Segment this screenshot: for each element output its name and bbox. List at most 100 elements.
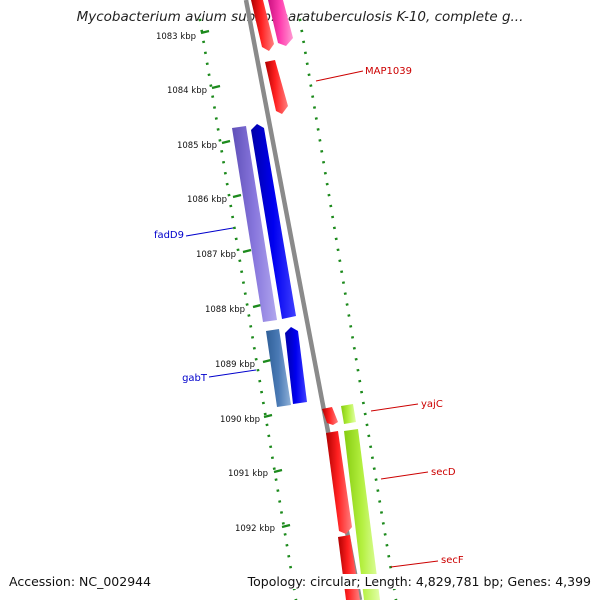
minor-tick — [340, 270, 344, 274]
kbp-tick-mark — [242, 248, 252, 254]
gene-label-map1039[interactable]: MAP1039 — [365, 66, 412, 77]
minor-tick — [323, 171, 327, 175]
fadd9-gene-arrow — [251, 124, 296, 319]
minor-tick — [207, 73, 211, 77]
minor-tick — [240, 270, 244, 274]
minor-tick — [281, 522, 285, 525]
minor-tick — [232, 226, 236, 230]
kbp-tick-mark — [211, 84, 221, 90]
minor-tick — [214, 117, 218, 120]
kbp-tick-mark — [200, 29, 210, 35]
minor-tick — [302, 40, 306, 44]
gene-label-secf[interactable]: secF — [441, 555, 464, 566]
tick-tracks — [198, 18, 398, 600]
minor-tick — [298, 18, 302, 22]
gene-labels: MAP1039 fadD9 gabT yajC secD secF — [154, 66, 464, 568]
minor-tick — [347, 314, 351, 317]
minor-tick — [287, 554, 291, 558]
minor-tick — [245, 303, 249, 306]
kbp-tick-label: 1084 kbp — [167, 86, 207, 96]
minor-tick — [303, 51, 307, 55]
minor-tick — [218, 139, 222, 142]
gene-arrow — [268, 0, 293, 46]
minor-tick — [209, 84, 213, 88]
map1039-gene-arrow — [265, 60, 288, 114]
minor-tick — [325, 182, 329, 186]
secd-gene-block — [344, 429, 380, 600]
minor-tick — [249, 325, 253, 328]
minor-tick — [367, 434, 371, 438]
minor-tick — [241, 281, 246, 285]
minor-tick — [203, 51, 207, 55]
secf-gene-arrow — [338, 535, 360, 600]
minor-tick — [256, 368, 260, 372]
gene-label-gabt[interactable]: gabT — [182, 373, 208, 384]
minor-tick — [285, 543, 289, 547]
minor-tick — [231, 215, 235, 219]
minor-tick — [343, 292, 347, 295]
kbp-tick-mark — [263, 413, 273, 419]
minor-tick — [258, 379, 262, 383]
yajc-gene-block — [341, 404, 356, 424]
minor-tick — [374, 478, 378, 481]
minor-tick — [270, 456, 275, 460]
kbp-tick-label: 1088 kbp — [205, 305, 245, 315]
minor-tick — [385, 543, 389, 547]
minor-tick — [341, 281, 346, 285]
minor-tick — [269, 445, 273, 449]
minor-tick — [338, 259, 342, 263]
minor-tick — [336, 248, 340, 252]
gene-label-secd[interactable]: secD — [431, 467, 456, 478]
kbp-tick-label: 1089 kbp — [215, 360, 255, 370]
minor-tick — [331, 215, 335, 219]
minor-tick — [332, 226, 336, 230]
minor-tick — [243, 292, 247, 295]
minor-tick — [263, 412, 267, 416]
minor-tick — [223, 171, 227, 175]
minor-tick — [334, 237, 338, 241]
kbp-tick-mark — [281, 523, 291, 529]
minor-tick — [356, 368, 360, 372]
minor-tick — [329, 204, 333, 208]
minor-tick — [254, 357, 258, 361]
minor-tick — [327, 193, 331, 197]
minor-tick — [205, 62, 209, 66]
genome-summary-text: Topology: circular; Length: 4,829,781 bp… — [243, 574, 591, 589]
gene-label-yajc[interactable]: yajC — [421, 399, 443, 410]
minor-tick — [250, 335, 255, 339]
minor-tick — [238, 259, 242, 263]
kbp-tick-label: 1086 kbp — [187, 195, 227, 205]
minor-tick — [272, 467, 276, 471]
minor-tick — [311, 95, 315, 98]
minor-tick — [365, 423, 369, 427]
accession-text: Accession: NC_002944 — [9, 574, 152, 589]
minor-tick — [247, 314, 251, 317]
minor-tick — [252, 346, 256, 350]
kbp-tick-mark — [232, 193, 242, 199]
secf-leader — [390, 560, 439, 568]
minor-tick — [212, 106, 217, 109]
minor-tick — [220, 149, 224, 153]
minor-tick — [211, 95, 215, 98]
minor-tick — [376, 489, 380, 492]
kbp-tick-label: 1087 kbp — [196, 250, 236, 260]
minor-tick — [234, 237, 238, 241]
map-title: Mycobacterium avium subsp. paratuberculo… — [76, 9, 524, 25]
kbp-scale: 1083 kbp 1084 kbp 1085 kbp 1086 kbp 1087… — [156, 29, 291, 591]
minor-tick — [350, 335, 355, 339]
yajc-leader — [370, 403, 419, 412]
minor-tick — [279, 511, 284, 514]
gene-label-fadd9[interactable]: fadD9 — [154, 230, 184, 241]
minor-tick — [261, 401, 265, 405]
minor-tick — [221, 160, 226, 164]
minor-tick — [265, 423, 269, 427]
minor-tick — [349, 325, 353, 328]
minor-tick — [361, 401, 365, 405]
minor-tick — [383, 532, 387, 536]
kbp-tick-label: 1090 kbp — [220, 415, 260, 425]
minor-tick — [305, 62, 309, 66]
minor-tick — [358, 379, 362, 383]
minor-tick — [379, 511, 384, 514]
minor-tick — [229, 204, 233, 208]
